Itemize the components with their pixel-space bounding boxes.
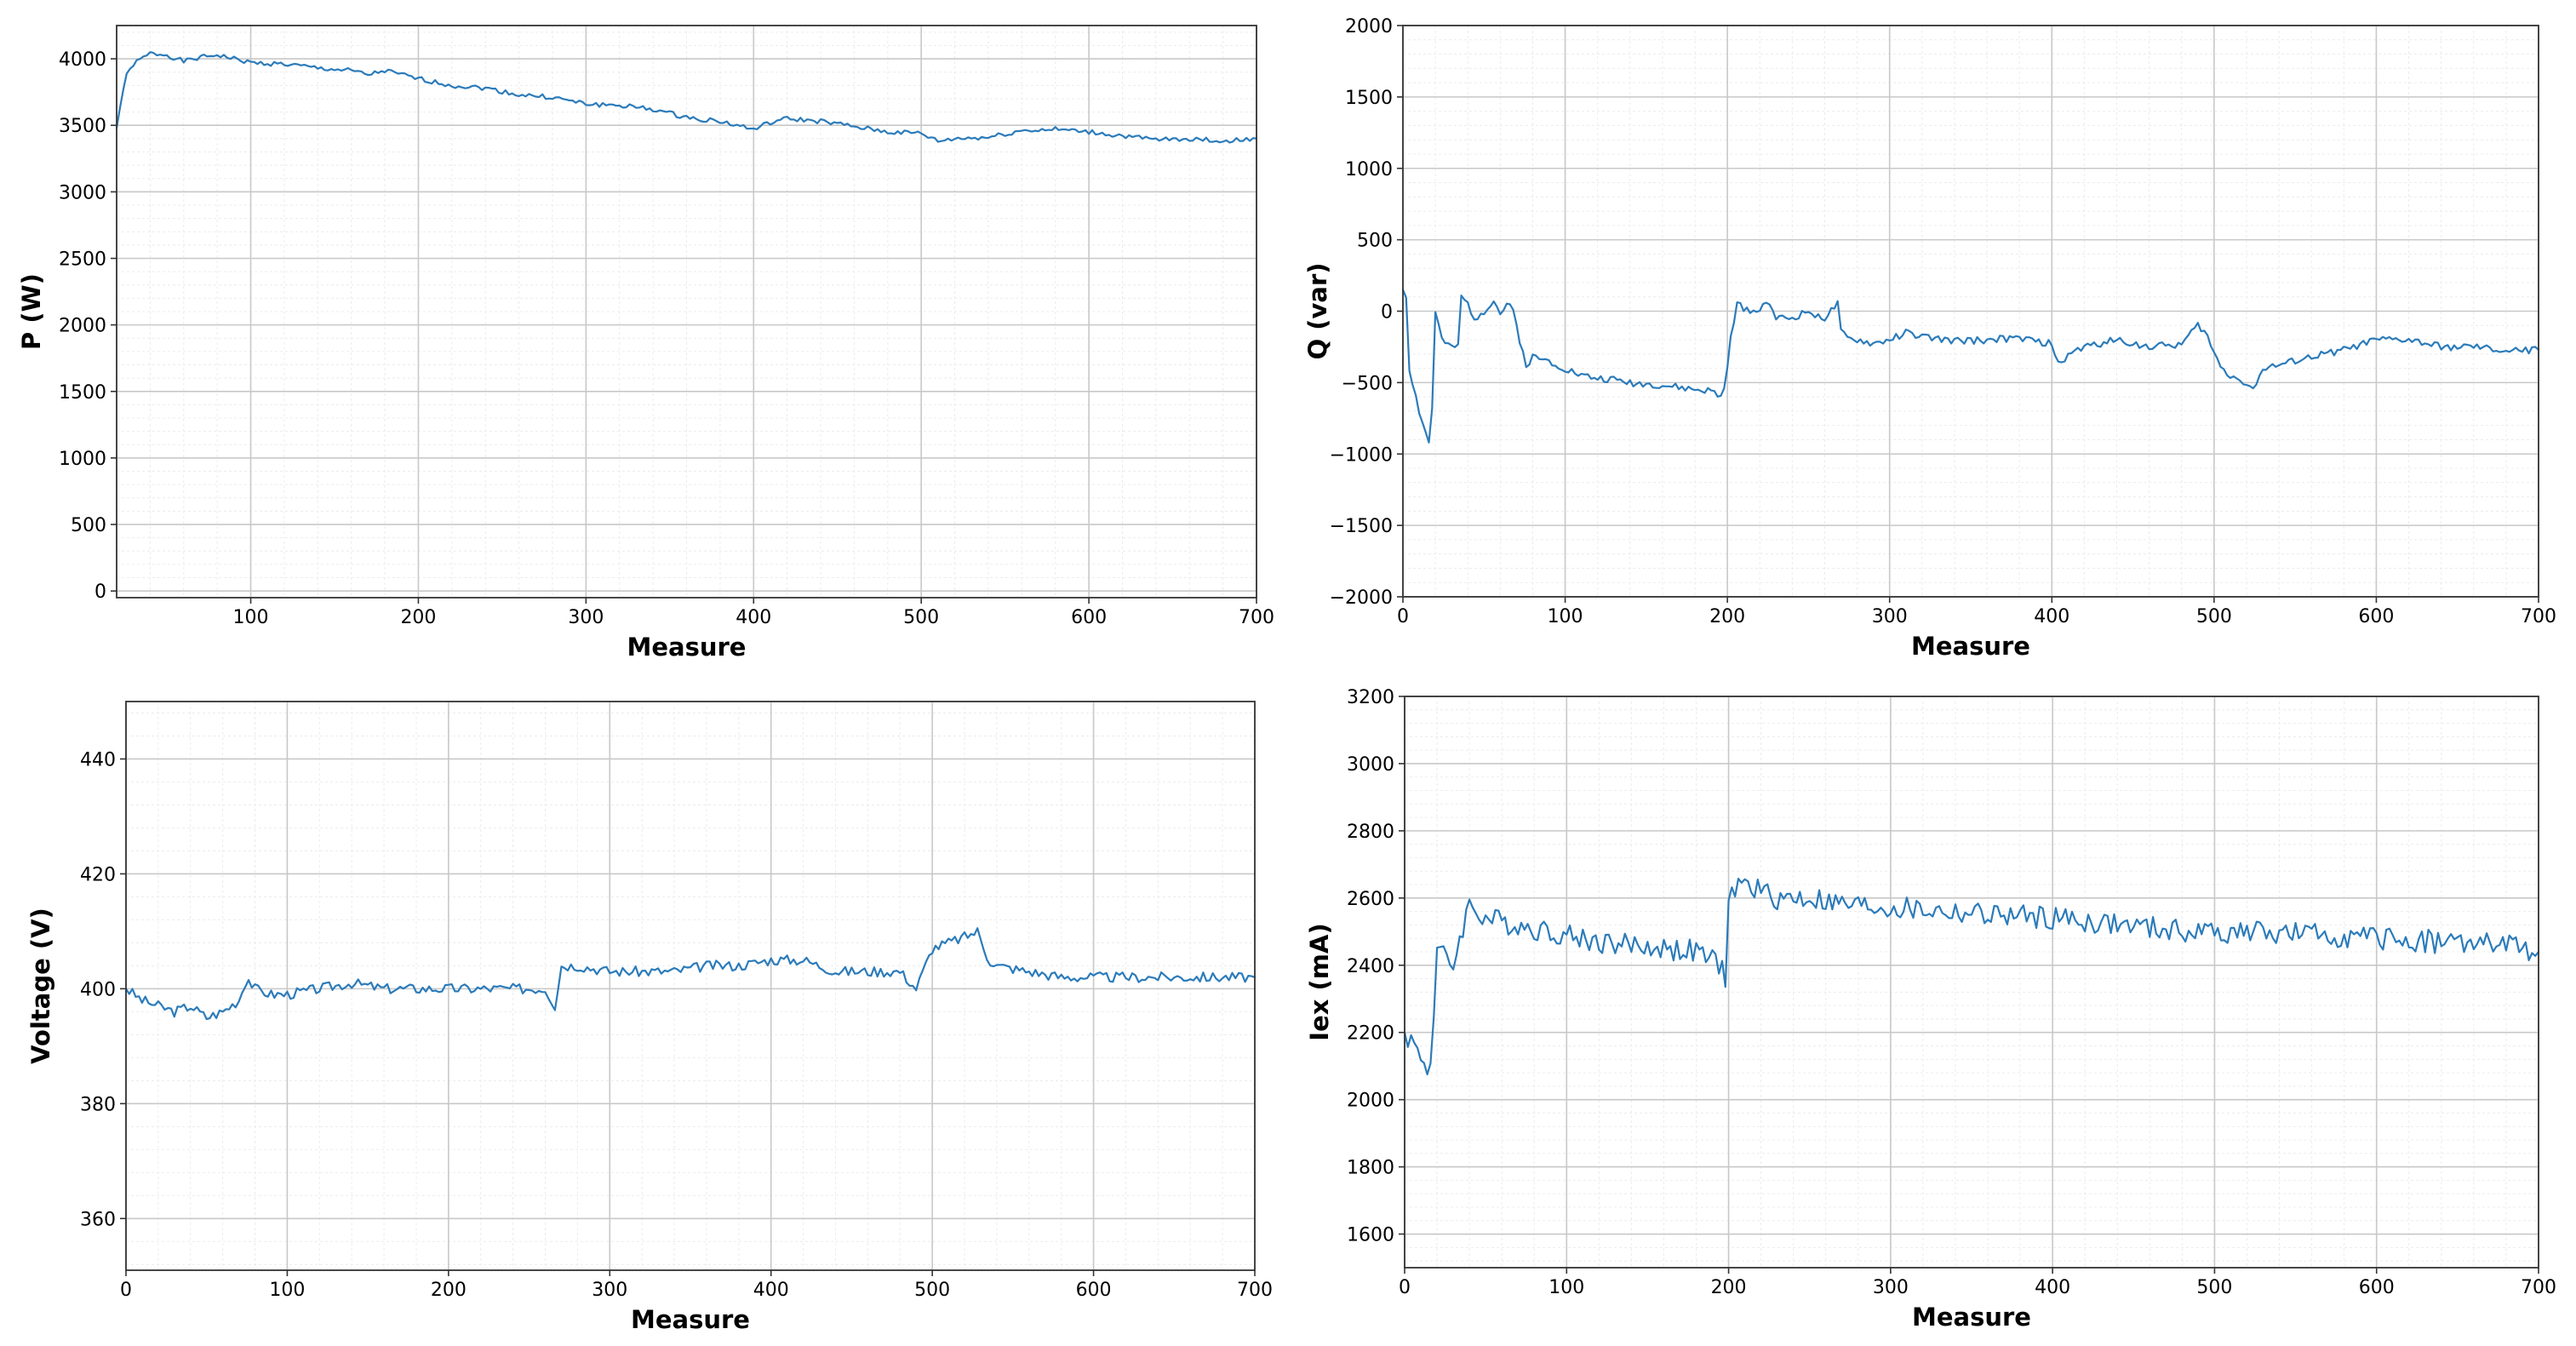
series-line-iex xyxy=(1403,877,2540,1076)
series-line-p xyxy=(115,51,1258,144)
plot-frame xyxy=(116,25,1257,599)
y-tick-label: 4000 xyxy=(59,49,106,71)
x-tick-label: 400 xyxy=(736,607,771,628)
y-tick-label: 3000 xyxy=(59,182,106,203)
y-tick-label: 360 xyxy=(80,1209,116,1230)
plot-frame xyxy=(1402,25,2539,598)
y-tick-label: 420 xyxy=(80,864,116,885)
x-axis-label: Measure xyxy=(631,1305,750,1334)
y-tick-label: 380 xyxy=(80,1094,116,1115)
y-axis-label: Iex (mA) xyxy=(1305,923,1334,1040)
y-tick-label: 2600 xyxy=(1347,889,1394,910)
x-tick-label: 600 xyxy=(2359,1277,2395,1298)
x-tick-label: 300 xyxy=(1873,1277,1909,1298)
y-tick-label: 2000 xyxy=(59,316,106,337)
x-tick-label: 500 xyxy=(903,607,939,628)
x-tick-label: 600 xyxy=(2358,606,2394,627)
plot-frame xyxy=(1404,696,2539,1269)
x-tick-label: 200 xyxy=(431,1280,467,1301)
x-axis-label: Measure xyxy=(1912,1303,2031,1332)
y-tick-label: 1500 xyxy=(59,382,106,404)
y-tick-label: 440 xyxy=(80,749,116,770)
y-tick-label: −1500 xyxy=(1330,516,1393,537)
x-tick-label: 700 xyxy=(1237,1280,1273,1301)
y-tick-label: 500 xyxy=(1357,231,1393,252)
x-tick-label: 500 xyxy=(2196,606,2232,627)
x-tick-label: 300 xyxy=(592,1280,627,1301)
x-tick-label: 200 xyxy=(400,607,436,628)
x-tick-label: 700 xyxy=(2521,606,2556,627)
y-tick-label: 2200 xyxy=(1347,1023,1394,1045)
x-tick-label: 100 xyxy=(233,607,269,628)
y-tick-label: 1000 xyxy=(1345,159,1393,180)
y-tick-label: 3500 xyxy=(59,116,106,137)
x-axis-label: Measure xyxy=(627,633,747,662)
chart-p: 100 200 300 400 500 600 700 0 500 1000 1500 2000 250… xyxy=(17,25,1274,662)
x-tick-label: 500 xyxy=(2196,1277,2232,1298)
x-tick-label: 200 xyxy=(1711,1277,1747,1298)
y-tick-label: 3200 xyxy=(1347,687,1394,708)
x-tick-label: 0 xyxy=(1397,606,1409,627)
x-tick-label: 200 xyxy=(1709,606,1745,627)
y-tick-label: 1500 xyxy=(1345,88,1393,109)
plot-frame xyxy=(125,701,1256,1271)
y-tick-label: 2400 xyxy=(1347,956,1394,977)
x-tick-label: 400 xyxy=(753,1280,789,1301)
y-tick-label: −2000 xyxy=(1330,587,1393,609)
y-tick-label: 3000 xyxy=(1347,754,1394,776)
y-axis-label: P (W) xyxy=(17,273,46,350)
y-tick-label: 500 xyxy=(71,515,106,536)
y-tick-label: 1000 xyxy=(59,449,106,470)
y-tick-label: 2800 xyxy=(1347,822,1394,843)
y-tick-label: 0 xyxy=(94,581,106,603)
y-tick-label: −500 xyxy=(1342,373,1393,394)
chart-voltage: 0 100 200 300 400 500 600 700 360 380 400 420 440 Mea… xyxy=(26,701,1273,1334)
chart-iex: 0 100 200 300 400 500 600 700 1600 1800 2000 2200 24… xyxy=(1305,687,2556,1332)
x-tick-label: 700 xyxy=(2521,1277,2556,1298)
y-tick-label: 2000 xyxy=(1347,1091,1394,1112)
y-tick-label: 2000 xyxy=(1345,16,1393,37)
y-tick-label: −1000 xyxy=(1330,444,1393,466)
x-tick-label: 500 xyxy=(914,1280,950,1301)
series-line-voltage xyxy=(124,927,1257,1021)
x-tick-label: 400 xyxy=(2035,1277,2070,1298)
x-tick-label: 600 xyxy=(1071,607,1107,628)
chart-q: 0 100 200 300 400 500 600 700 −2000 −1500 −1000 −50… xyxy=(1303,16,2556,661)
x-tick-label: 600 xyxy=(1076,1280,1112,1301)
x-tick-label: 100 xyxy=(1548,1277,1584,1298)
x-tick-label: 0 xyxy=(120,1280,132,1301)
y-axis-label: Voltage (V) xyxy=(26,908,55,1064)
x-tick-label: 300 xyxy=(568,607,604,628)
x-tick-label: 0 xyxy=(1399,1277,1411,1298)
y-axis-label: Q (var) xyxy=(1303,262,1332,359)
y-tick-label: 1600 xyxy=(1347,1225,1394,1246)
x-tick-label: 100 xyxy=(1548,606,1583,627)
x-tick-label: 700 xyxy=(1239,607,1274,628)
y-tick-label: 1800 xyxy=(1347,1158,1394,1179)
x-tick-label: 300 xyxy=(1872,606,1908,627)
x-axis-label: Measure xyxy=(1911,632,2030,661)
y-tick-label: 400 xyxy=(80,979,116,1000)
series-line-q xyxy=(1401,289,2540,444)
x-tick-label: 400 xyxy=(2034,606,2069,627)
x-tick-label: 100 xyxy=(269,1280,305,1301)
y-tick-label: 0 xyxy=(1381,302,1393,324)
y-tick-label: 2500 xyxy=(59,249,106,270)
